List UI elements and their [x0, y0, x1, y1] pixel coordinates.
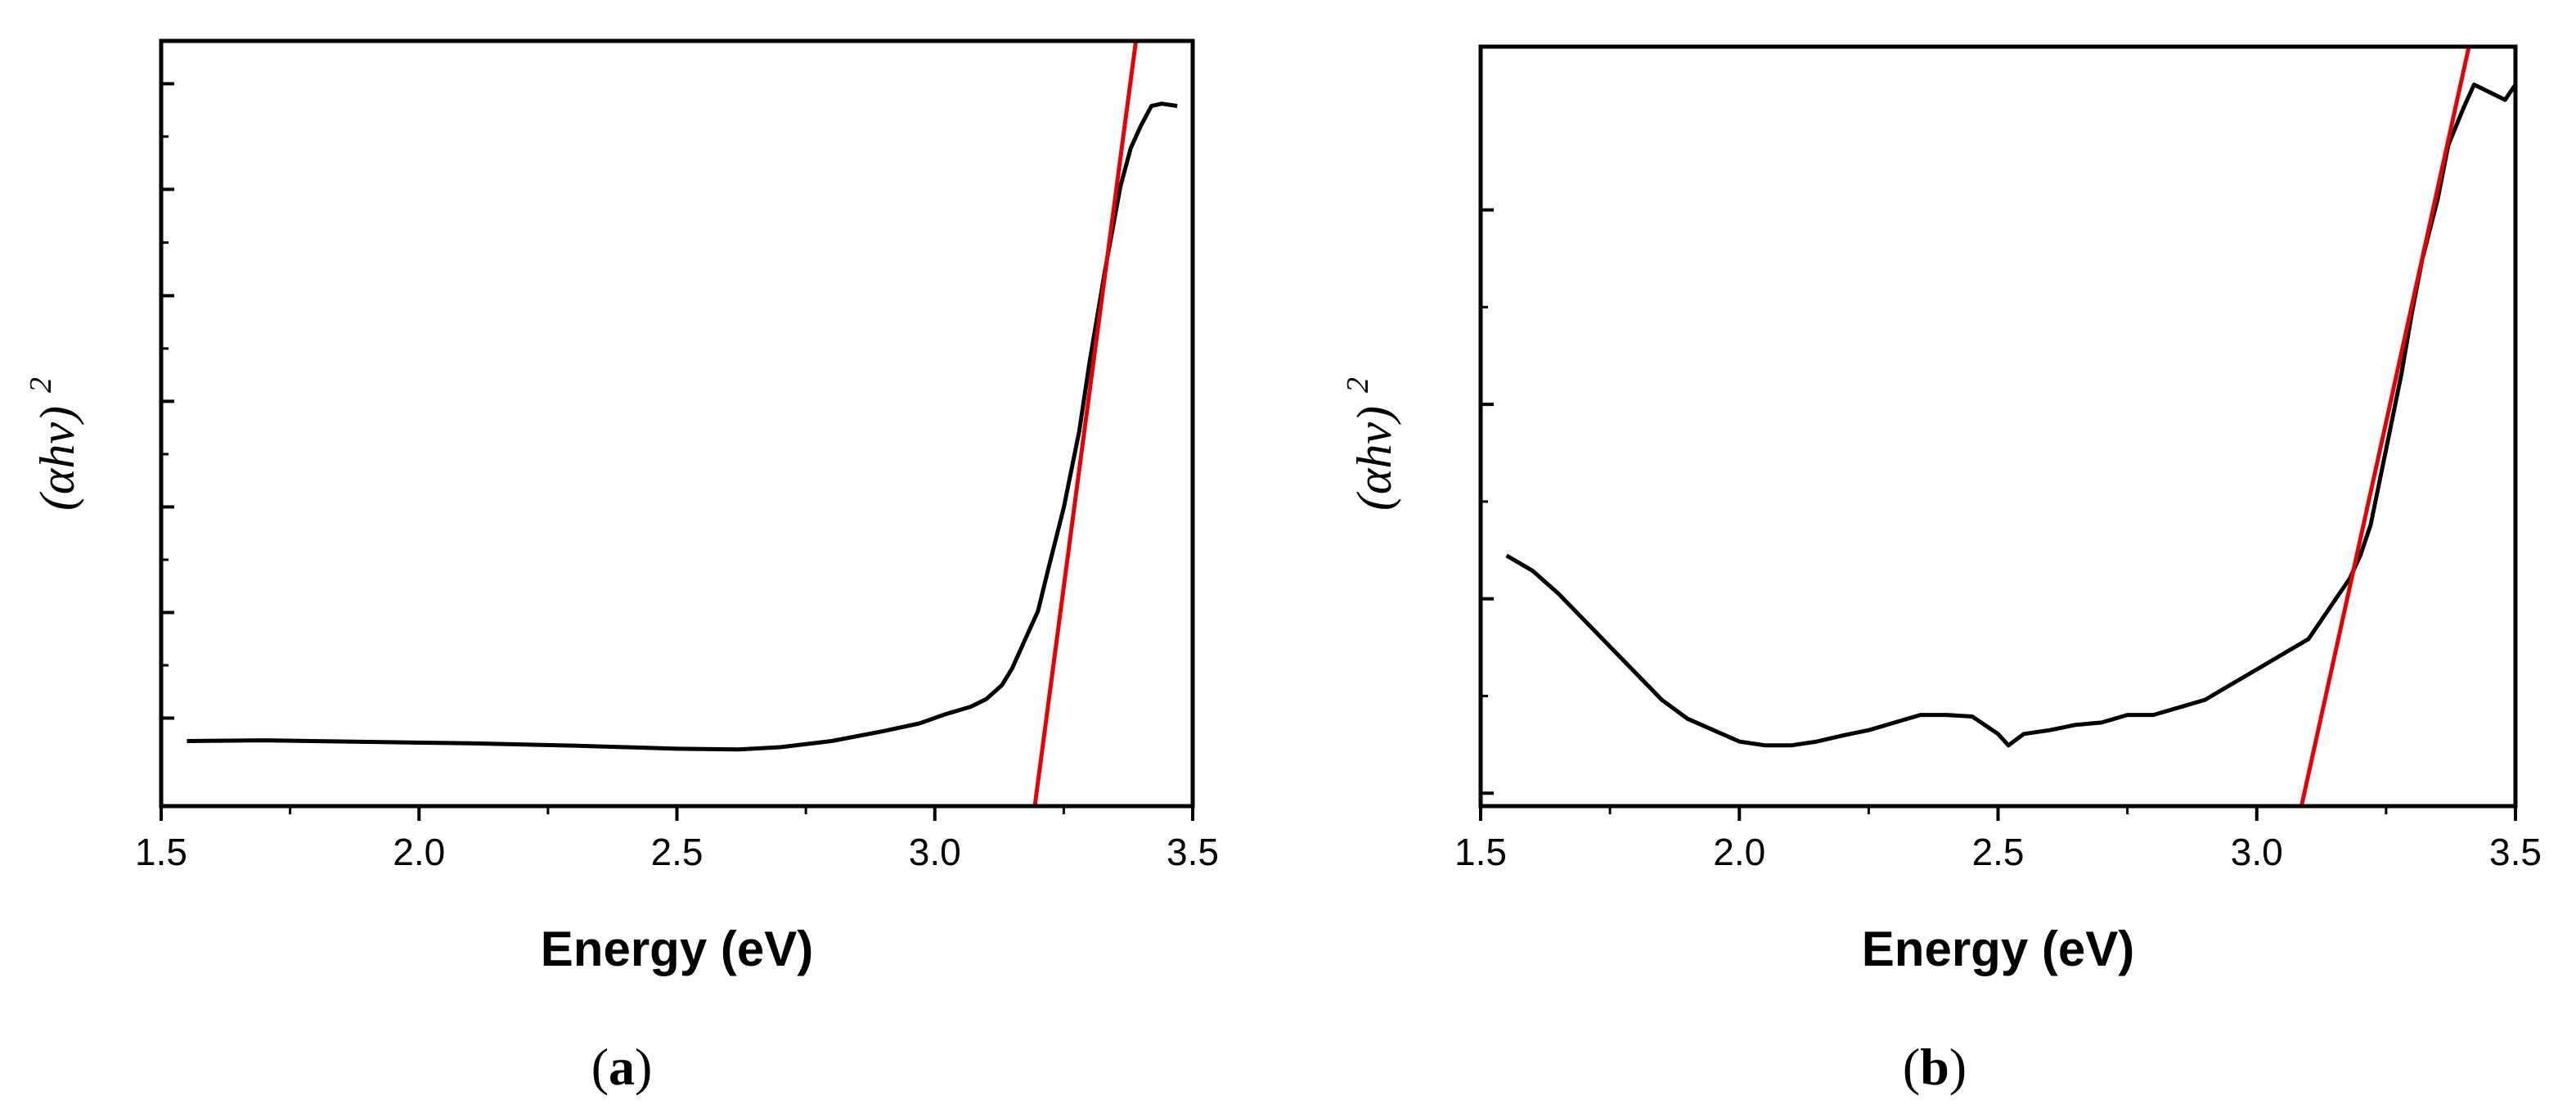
x-tick-label: 1.5 — [135, 831, 187, 873]
y-axis-title-superscript: 2 — [1341, 377, 1375, 393]
x-tick-label: 3.0 — [2231, 831, 2283, 873]
y-axis-title-text: (αhν) — [30, 406, 84, 511]
linear-fit-line — [2299, 47, 2471, 806]
x-tick-label: 3.5 — [2489, 831, 2542, 873]
data-series-line — [187, 101, 1178, 752]
x-tick-label: 2.5 — [651, 831, 704, 873]
y-axis-title: (αhν) 2 — [24, 377, 84, 511]
y-axis-title: (αhν) 2 — [1341, 377, 1401, 511]
x-tick-label: 2.0 — [393, 831, 445, 873]
panel-a: 1.5 2.0 2.5 3.0 3.5 Energy (eV) (αhν) 2 (a) — [24, 38, 1219, 1096]
x-axis-title: Energy (eV) — [1862, 922, 2134, 976]
panel-b: 1.5 2.0 2.5 3.0 3.5 Energy (eV) (αhν) 2 (b) — [1341, 44, 2542, 1096]
panel-caption: (a) — [591, 1038, 653, 1096]
x-axis-title: Energy (eV) — [541, 922, 813, 976]
x-tick-label: 1.5 — [1454, 831, 1507, 873]
x-tick-label: 3.0 — [909, 831, 961, 873]
y-axis-title-text: (αhν) — [1347, 406, 1401, 511]
y-axis-title-superscript: 2 — [24, 377, 58, 393]
x-tick-label: 2.0 — [1713, 831, 1765, 873]
linear-fit-line — [1032, 41, 1139, 806]
panel-caption: (b) — [1903, 1038, 1967, 1096]
x-tick-label: 2.5 — [1972, 831, 2025, 873]
x-tick-label: 3.5 — [1167, 831, 1219, 873]
